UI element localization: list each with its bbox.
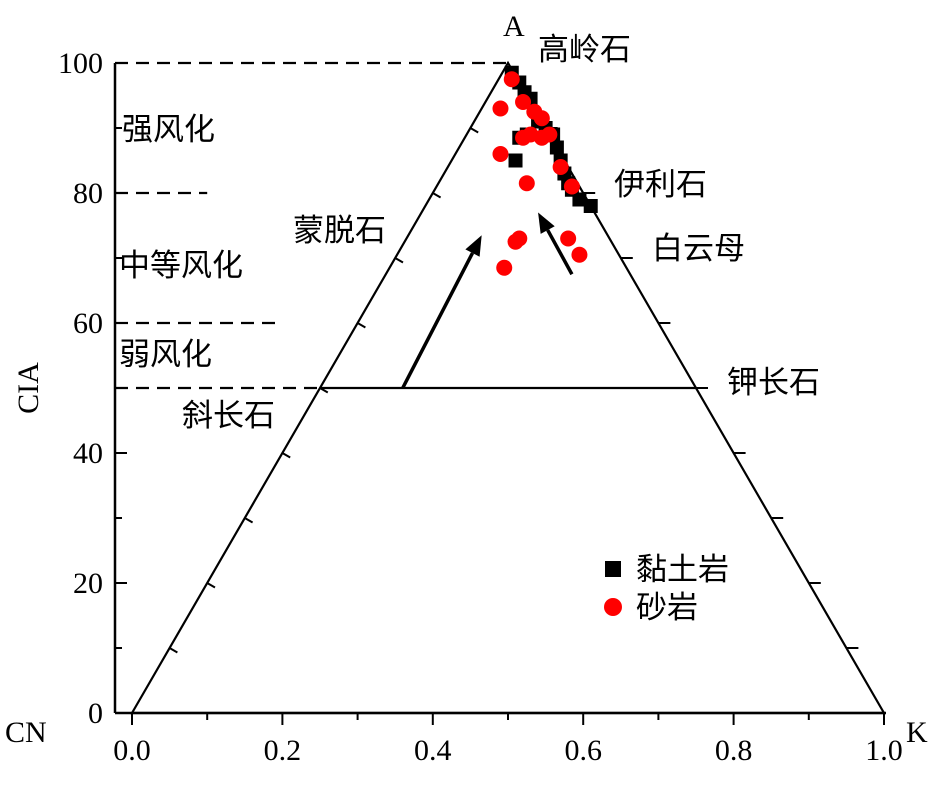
cia-tick-label-0: 0 bbox=[88, 697, 103, 730]
vertex-label-apex: A bbox=[503, 10, 525, 43]
legend-label-0: 黏土岩 bbox=[636, 552, 729, 587]
x-tick-label-0.2: 0.2 bbox=[264, 734, 302, 767]
ace-triangle bbox=[130, 60, 886, 715]
cia-tick-label-20: 20 bbox=[73, 567, 103, 600]
mineral-label-1: 伊利石 bbox=[614, 167, 707, 202]
trend-arrow-shaft-0 bbox=[401, 252, 475, 389]
mineral-label-0: 高岭石 bbox=[538, 32, 631, 67]
y-axis-title: CIA bbox=[12, 362, 45, 414]
data-points bbox=[492, 65, 598, 276]
mineral-label-5: 斜长石 bbox=[182, 398, 275, 433]
left-side-tick-5 bbox=[319, 387, 329, 394]
vertex-label-left: CN bbox=[5, 716, 47, 749]
legend-label-1: 砂岩 bbox=[636, 590, 698, 625]
point-1-2 bbox=[515, 94, 532, 110]
x-tick-label-0.0: 0.0 bbox=[113, 734, 151, 767]
legend-marker-0 bbox=[605, 561, 621, 577]
cn-k-axis: 0.0 0.2 0.4 0.6 0.8 1.0 bbox=[113, 711, 903, 767]
point-1-8 bbox=[515, 129, 532, 146]
left-side-tick-4 bbox=[281, 452, 291, 459]
left-side-tick-9 bbox=[469, 127, 479, 134]
x-tick-label-0.4: 0.4 bbox=[414, 734, 452, 767]
zone-label-60: 中等风化 bbox=[119, 248, 243, 283]
mineral-label-2: 白云母 bbox=[652, 231, 745, 266]
cia-axis: 0 20 40 60 80 100 bbox=[58, 47, 127, 730]
point-1-15 bbox=[560, 230, 577, 247]
left-side-tick-1 bbox=[169, 647, 178, 654]
zone-label-80: 强风化 bbox=[122, 112, 215, 147]
x-tick-label-1.0: 1.0 bbox=[865, 734, 903, 767]
x-tick-label-0.6: 0.6 bbox=[564, 734, 602, 767]
point-1-17 bbox=[496, 259, 513, 276]
cia-tick-label-100: 100 bbox=[58, 47, 103, 80]
point-1-12 bbox=[563, 178, 580, 195]
cia-tick-label-80: 80 bbox=[73, 177, 103, 210]
left-side-tick-8 bbox=[432, 192, 442, 199]
trend-arrow-shaft-1 bbox=[546, 229, 574, 276]
point-1-1 bbox=[503, 71, 520, 88]
point-1-0 bbox=[492, 100, 509, 117]
x-tick-label-0.8: 0.8 bbox=[715, 734, 753, 767]
cia-tick-label-60: 60 bbox=[73, 307, 103, 340]
point-1-10 bbox=[518, 175, 535, 192]
zone-label-50: 弱风化 bbox=[119, 337, 212, 372]
left-side-tick-7 bbox=[394, 257, 404, 264]
point-1-9 bbox=[492, 146, 509, 162]
vertex-label-right: K bbox=[906, 716, 928, 749]
mineral-label-4: 钾长石 bbox=[727, 365, 820, 400]
left-side-tick-3 bbox=[244, 517, 254, 524]
trend-arrow-head-1 bbox=[538, 212, 555, 234]
point-0-10 bbox=[549, 140, 564, 155]
left-side-tick-6 bbox=[357, 322, 366, 329]
point-0-6 bbox=[508, 153, 523, 168]
trend-arrow-head-0 bbox=[465, 235, 482, 257]
point-0-15 bbox=[572, 192, 587, 207]
cia-tick-label-40: 40 bbox=[73, 437, 103, 470]
point-1-14 bbox=[511, 230, 528, 247]
point-0-16 bbox=[583, 199, 598, 213]
mineral-label-3: 蒙脱石 bbox=[293, 213, 386, 248]
legend-marker-1 bbox=[604, 598, 622, 616]
point-1-4 bbox=[533, 110, 550, 127]
point-1-11 bbox=[552, 159, 569, 175]
point-1-16 bbox=[571, 246, 588, 263]
weathering-boundaries bbox=[115, 61, 508, 390]
trend-arrows bbox=[401, 212, 574, 389]
left-side-tick-2 bbox=[206, 582, 216, 589]
